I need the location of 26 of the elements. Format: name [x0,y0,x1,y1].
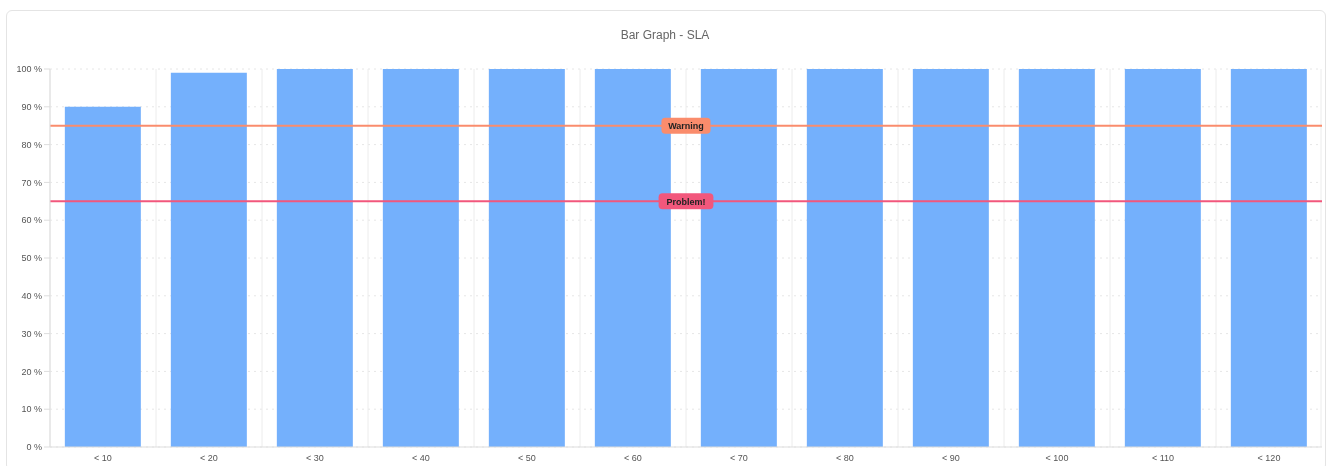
y-tick-label: 40 % [21,290,42,301]
y-tick-label: 90 % [21,102,42,112]
x-tick-label: < 110 [1151,453,1175,464]
x-tick-label: < 40 [412,453,430,464]
y-tick-label: 60 % [21,215,42,226]
chart-title: Bar Graph - SLA [619,28,711,42]
x-tick-label: < 50 [518,453,536,464]
x-tick-label: < 70 [730,453,748,464]
y-tick-label: 70 % [21,177,42,188]
x-tick-label: < 30 [306,453,324,464]
x-tick-label: < 80 [836,453,854,464]
y-tick-label: 30 % [21,328,42,339]
x-tick-label: < 10 [94,453,112,464]
y-tick-label: 100 % [16,64,42,75]
x-tick-label: < 90 [942,453,960,464]
y-tick-label: 0 % [26,442,42,453]
y-tick-label: 50 % [21,253,42,264]
x-tick-label: < 60 [624,453,642,464]
x-tick-label: < 120 [1257,453,1281,464]
y-tick-label: 80 % [21,139,42,150]
y-tick-label: 10 % [21,404,42,415]
y-tick-label: 20 % [21,366,42,377]
ref-line-label: Warning [668,121,704,132]
ref-line-label: Problem! [666,196,706,207]
x-tick-label: < 100 [1045,453,1069,464]
x-tick-label: < 20 [200,453,218,464]
